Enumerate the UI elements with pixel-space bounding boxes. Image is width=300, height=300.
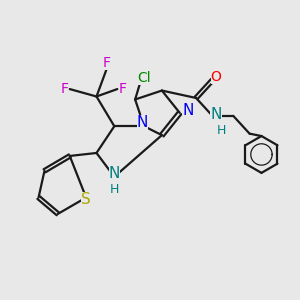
Text: N: N (210, 107, 222, 122)
Text: H: H (217, 124, 226, 136)
Text: N: N (137, 115, 148, 130)
Text: Cl: Cl (137, 71, 151, 85)
Text: S: S (81, 191, 91, 206)
Text: N: N (182, 103, 194, 118)
Text: O: O (211, 70, 221, 84)
Text: F: F (60, 82, 68, 96)
Text: H: H (110, 183, 119, 196)
Text: N: N (109, 166, 120, 181)
Text: F: F (103, 56, 111, 70)
Text: F: F (119, 82, 127, 96)
